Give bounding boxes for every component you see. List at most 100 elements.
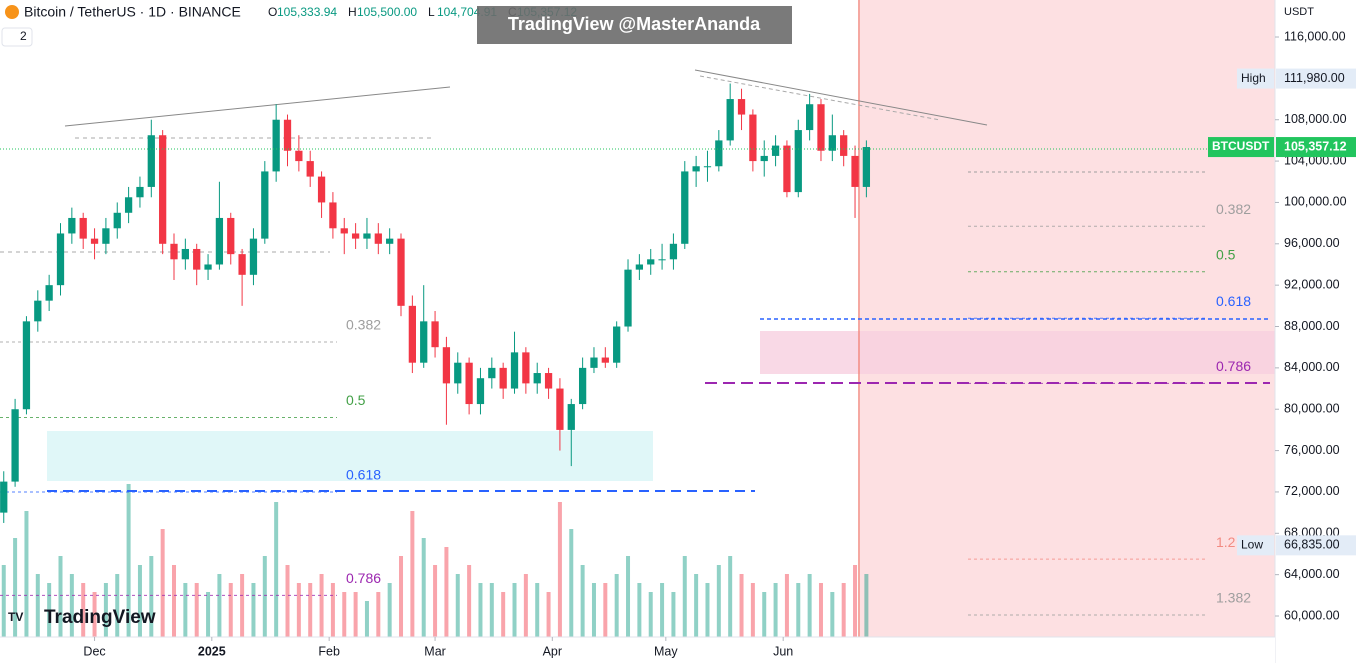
volume-bar (274, 502, 279, 637)
fib-label: 0.618 (346, 467, 381, 483)
candle-body (556, 388, 564, 430)
fib-label: 0.618 (1216, 293, 1251, 309)
volume-bar (841, 583, 846, 637)
volume-bar (433, 565, 438, 637)
candle-body (760, 155, 768, 162)
y-tick-label: 60,000.00 (1284, 608, 1340, 622)
trendline (699, 75, 941, 121)
y-tick-label: 116,000.00 (1284, 29, 1346, 43)
volume-bar (92, 592, 97, 637)
candle-body (79, 217, 87, 239)
fib-label: 0.786 (346, 570, 381, 586)
candle-body (193, 248, 201, 270)
candle-body (681, 171, 689, 244)
candle-body (386, 238, 394, 244)
candle-body (499, 367, 507, 389)
x-tick-label: Feb (318, 644, 340, 658)
volume-bar (69, 574, 74, 637)
fib-label: 0.786 (1216, 358, 1251, 374)
candle-body (351, 233, 360, 239)
volume-bar (671, 592, 676, 637)
volume-bar (376, 592, 381, 637)
volume-bar (591, 583, 596, 637)
trendline (694, 69, 988, 126)
volume-bar (467, 565, 472, 637)
candle-body (363, 233, 371, 239)
candle-body (374, 233, 382, 244)
price-marker-box (1276, 535, 1356, 556)
candle-body (454, 362, 462, 384)
candle-body (590, 357, 598, 368)
currency: USDT (1284, 6, 1314, 18)
logo-mark: TV (8, 610, 23, 624)
candle-body (862, 147, 871, 187)
volume-bar (557, 502, 562, 637)
volume-bar (364, 601, 369, 637)
price-marker-name: BTCUSDT (1212, 139, 1270, 153)
volume-bar (206, 592, 211, 637)
candle-body (601, 357, 609, 363)
fib-label: 0.5 (346, 392, 366, 408)
candle-body (68, 217, 76, 234)
volume-bar (308, 583, 313, 637)
price-marker-name: High (1241, 71, 1266, 85)
y-tick-label: 64,000.00 (1284, 567, 1340, 581)
candle-body (102, 228, 110, 244)
volume-bar (694, 574, 699, 637)
volume-bar (81, 583, 86, 637)
fib-label: 1.2 (1216, 534, 1236, 550)
volume-bar (58, 556, 63, 637)
candle-body (613, 326, 621, 363)
candle-body (408, 305, 416, 363)
candle-body (227, 217, 235, 255)
ohlc-value: 105,333.94 (277, 5, 337, 19)
volume-bar (410, 511, 415, 637)
volume-bar (580, 565, 585, 637)
x-tick-label: Jun (773, 644, 793, 658)
volume-bar (807, 574, 812, 637)
volume-bar (1, 565, 6, 637)
candle-body (45, 285, 53, 301)
candle-body (204, 264, 212, 270)
volume-bar (739, 574, 744, 637)
watermark: TradingView @MasterAnanda (508, 14, 761, 34)
candle-body (136, 186, 144, 198)
candle-body (329, 202, 337, 229)
candle-body (397, 238, 405, 306)
volume-bar (342, 592, 347, 637)
axes: 60,000.0064,000.0068,000.0072,000.0076,0… (83, 29, 1356, 658)
volume-bar (455, 574, 460, 637)
candle-body (578, 367, 587, 405)
indicator-toggle[interactable] (1, 27, 33, 47)
y-tick-label: 84,000.00 (1284, 360, 1340, 374)
volume-bar (728, 556, 733, 637)
candle-body (476, 378, 485, 405)
indicator-count[interactable]: 2 (20, 29, 27, 43)
candle-body (56, 233, 65, 286)
x-tick-label: Dec (83, 644, 105, 658)
volume-bar (353, 592, 358, 637)
volume-bar (160, 529, 165, 637)
volume-bar (387, 583, 392, 637)
volume-bar (682, 556, 687, 637)
target-zone (760, 331, 1275, 374)
volume-bar (750, 583, 755, 637)
candle-body (669, 243, 678, 260)
volume-bar (262, 556, 267, 637)
price-marker-name-box (1208, 137, 1274, 158)
candle-body (215, 217, 224, 265)
candle-body (124, 197, 133, 213)
volume-bar (864, 574, 869, 637)
candle-body (181, 248, 189, 260)
candle-body (147, 135, 155, 187)
volume-bar (217, 574, 222, 637)
volume-bar (546, 592, 551, 637)
candle-body (283, 119, 292, 151)
volume-bar (853, 565, 858, 637)
coin-icon (5, 5, 19, 19)
candle-body (726, 99, 734, 141)
support-zone (47, 431, 653, 481)
price-marker-label: 111,980.00 (1284, 71, 1345, 85)
volume-bar (285, 565, 290, 637)
